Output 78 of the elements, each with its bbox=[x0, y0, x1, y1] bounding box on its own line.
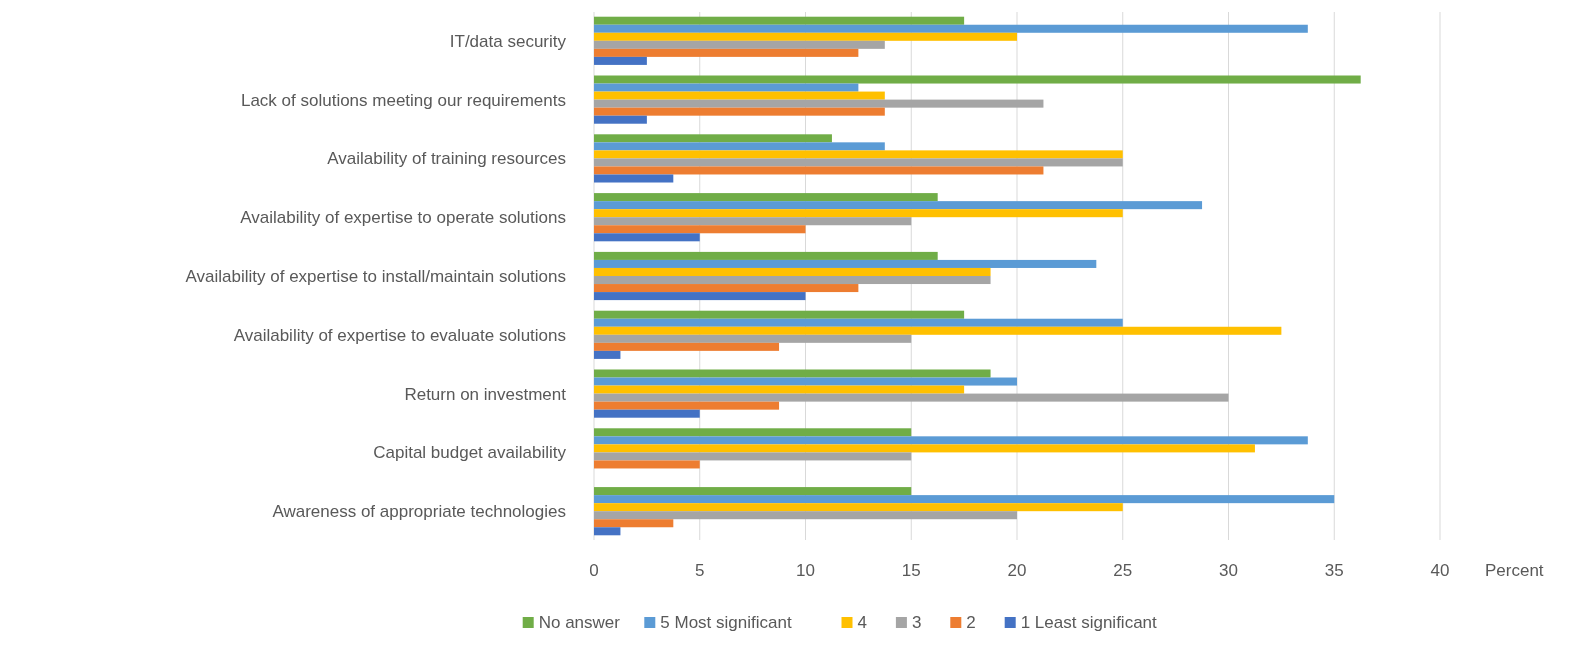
bar bbox=[594, 495, 1335, 504]
y-tick-label: Lack of solutions meeting our requirements bbox=[240, 90, 566, 110]
bar bbox=[594, 142, 885, 151]
bar bbox=[594, 193, 938, 202]
legend-label: 4 bbox=[857, 613, 867, 632]
bar bbox=[594, 48, 859, 57]
bar bbox=[594, 91, 885, 100]
bar bbox=[594, 75, 1361, 84]
bar bbox=[594, 40, 885, 49]
x-tick-label: 40 bbox=[1430, 561, 1450, 580]
bar bbox=[594, 460, 700, 469]
y-tick-label: Availability of expertise to evaluate solutions bbox=[233, 325, 566, 345]
bar bbox=[594, 83, 859, 92]
x-tick-label: 35 bbox=[1324, 561, 1344, 580]
bar bbox=[594, 527, 621, 536]
bar bbox=[594, 251, 938, 260]
bar bbox=[594, 428, 912, 437]
bar bbox=[594, 107, 885, 116]
bar bbox=[594, 393, 1229, 402]
bar bbox=[594, 225, 806, 234]
y-tick-label: IT/data security bbox=[449, 31, 567, 51]
y-tick-label: Return on investment bbox=[404, 384, 567, 404]
legend-label: No answer bbox=[538, 613, 621, 632]
bar bbox=[594, 292, 806, 301]
y-tick-label: Availability of expertise to install/maintain solutions bbox=[185, 267, 566, 286]
bar bbox=[594, 452, 912, 461]
x-tick-label: 10 bbox=[796, 561, 815, 580]
bar bbox=[594, 166, 1044, 175]
bar bbox=[594, 409, 700, 418]
legend-label: 5 Most significant bbox=[660, 613, 792, 632]
bar bbox=[594, 511, 1017, 520]
bar bbox=[594, 310, 965, 319]
x-tick-label: 25 bbox=[1113, 561, 1133, 580]
x-tick-label: 20 bbox=[1007, 561, 1027, 580]
bar bbox=[594, 487, 912, 496]
bar bbox=[594, 503, 1123, 512]
legend-label: 2 bbox=[966, 613, 976, 632]
bar bbox=[594, 342, 780, 351]
bar bbox=[594, 56, 647, 65]
bar bbox=[594, 401, 780, 410]
bar bbox=[594, 519, 674, 528]
y-tick-label: Availability of training resources bbox=[327, 149, 566, 169]
bar bbox=[594, 318, 1123, 327]
bar bbox=[594, 115, 647, 124]
x-axis-title: Percent bbox=[1485, 561, 1544, 580]
x-tick-label: 30 bbox=[1219, 561, 1238, 580]
bar bbox=[594, 201, 1203, 210]
bar bbox=[594, 276, 991, 285]
bar bbox=[594, 284, 859, 293]
bar bbox=[594, 209, 1123, 218]
bar bbox=[594, 385, 965, 394]
bar bbox=[594, 350, 621, 359]
bar bbox=[594, 259, 1097, 268]
bar bbox=[594, 233, 700, 242]
bar bbox=[594, 326, 1282, 335]
bar bbox=[594, 334, 912, 343]
bar bbox=[594, 150, 1123, 159]
bar bbox=[594, 436, 1308, 445]
bar bbox=[594, 267, 991, 276]
y-tick-label: Availability of expertise to operate solutions bbox=[240, 208, 566, 228]
bar bbox=[594, 24, 1308, 33]
bar bbox=[594, 444, 1255, 453]
bar bbox=[594, 377, 1017, 386]
bar bbox=[594, 99, 1044, 108]
x-tick-label: 5 bbox=[695, 561, 705, 580]
x-tick-label: 0 bbox=[589, 561, 599, 580]
legend-label: 1 Least significant bbox=[1020, 613, 1158, 632]
bar bbox=[594, 369, 991, 378]
bar bbox=[594, 32, 1017, 41]
bar bbox=[594, 174, 674, 183]
bar bbox=[594, 134, 832, 143]
legend-label: 3 bbox=[911, 613, 922, 632]
bar bbox=[594, 158, 1123, 167]
bar bbox=[594, 217, 912, 226]
y-tick-label: Awareness of appropriate technologies bbox=[272, 502, 566, 522]
bar bbox=[594, 16, 965, 25]
y-tick-label: Capital budget availability bbox=[373, 443, 567, 463]
x-tick-label: 15 bbox=[901, 561, 921, 580]
